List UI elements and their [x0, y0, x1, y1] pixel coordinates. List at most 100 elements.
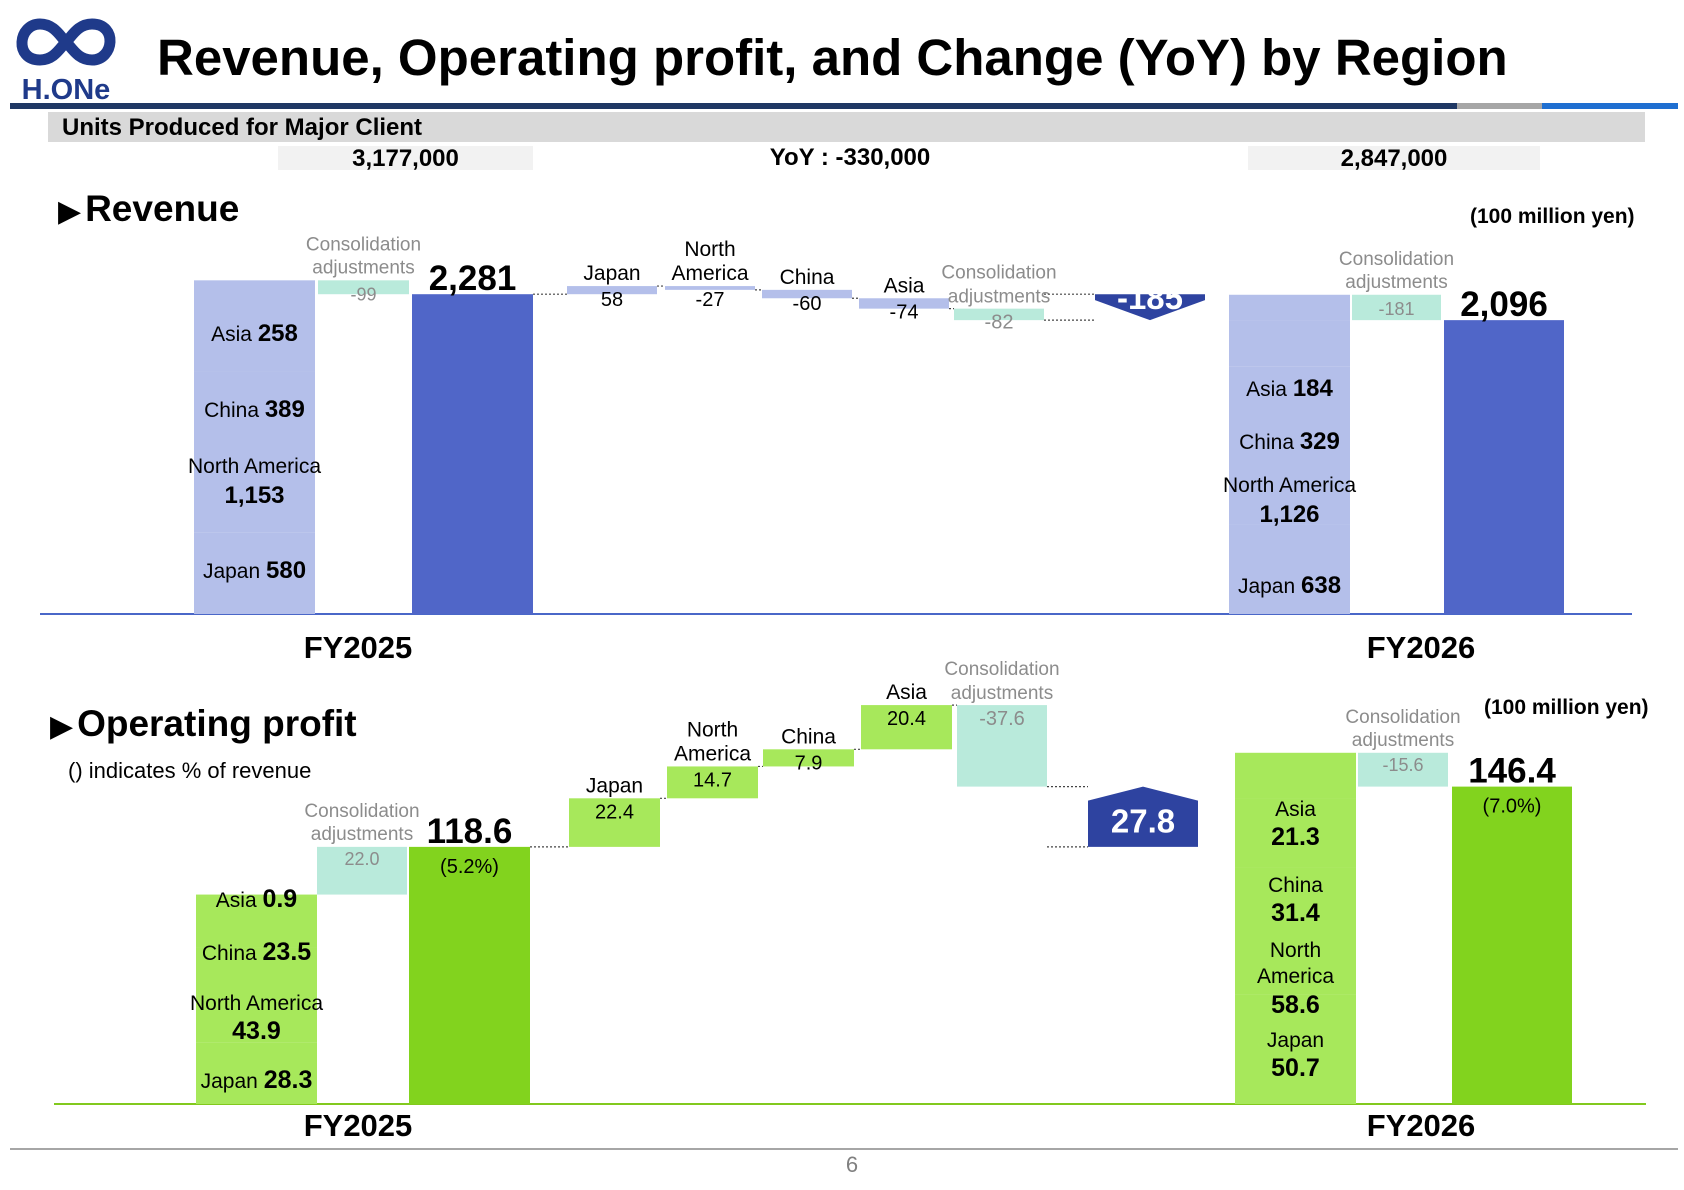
fy2025-segment-china [196, 896, 317, 948]
fy2025-segment-label: Asia 258 [211, 320, 298, 347]
profit-fy2025-label: FY2025 [303, 1108, 413, 1143]
fy2026-segment-label: Asia 184 [1246, 375, 1333, 402]
change-value-japan: 58 [601, 289, 623, 311]
fy2026-segment-label: Japan 638 [1238, 572, 1341, 599]
fy2026-margin-label: (7.0%) [1483, 796, 1542, 818]
change-bar-north-america [667, 766, 758, 799]
page-number: 6 [845, 1152, 859, 1177]
fy2026-segment-value: 184 [1293, 375, 1334, 402]
profit-fy2026-label: FY2026 [1366, 1108, 1476, 1143]
fy2026-segment-name: Japan [1267, 1029, 1324, 1052]
change-value-asia: -74 [890, 301, 919, 323]
units-fy2025: 3,177,000 [278, 146, 533, 171]
fy2026-segment-name: Japan [1238, 575, 1301, 598]
fy2025-segment-name: China [204, 399, 265, 422]
fy2026-segment-asia [1235, 752, 1356, 799]
fy2026-total-label: 2,096 [1460, 285, 1548, 324]
profit-note: () indicates % of revenue [68, 758, 312, 783]
fy2025-segment-value: 28.3 [264, 1066, 313, 1094]
fy2025-total-label: 2,281 [429, 259, 517, 298]
profit-unit: (100 million yen) [1484, 696, 1649, 719]
fy2026-segment-japan [1235, 994, 1356, 1104]
fy2026-total-label: 146.4 [1468, 752, 1556, 791]
fy2025-segment-value: 580 [266, 557, 306, 584]
fy2026-segment-north-america [1229, 366, 1350, 525]
change-name-china: China [780, 266, 835, 289]
fy2025-adjustment-name: Consolidation [304, 801, 419, 822]
change-name-consolidation-adjustments: adjustments [951, 683, 1053, 704]
change-value-japan: 22.4 [595, 801, 634, 823]
fy2026-adjustment-name: adjustments [1352, 730, 1454, 751]
change-bar-asia [861, 705, 952, 750]
fy2025-segment-label: Japan 580 [203, 557, 306, 584]
company-logo: H.ONe [10, 14, 122, 106]
change-name-china: China [781, 725, 836, 748]
units-produced-bar: Units Produced for Major Client [48, 112, 1645, 142]
fy2025-adjustment-name: adjustments [312, 257, 414, 278]
change-name-asia: Asia [884, 274, 925, 297]
fy2026-segment-north-america [1235, 867, 1356, 995]
fy2025-adjustment-value: -99 [350, 284, 376, 304]
fy2025-segment-value: 43.9 [232, 1017, 281, 1045]
fy2026-segment-name: China [1239, 431, 1300, 454]
fy2026-total-bar [1452, 786, 1572, 1104]
change-bar-china [762, 289, 852, 299]
fy2025-segment-value: 1,153 [224, 482, 284, 509]
fy2025-segment-north-america [196, 947, 317, 1043]
fy2026-adjustment-value: -181 [1378, 299, 1414, 319]
triangle-right-icon: ▶ [50, 710, 74, 743]
fy2026-segment-china [1235, 798, 1356, 868]
revenue-waterfall-chart: Japan 580 North America 1,153 China 389 Asia… [40, 234, 1632, 615]
change-value-north-america: -27 [696, 289, 725, 311]
total-change-label: -185 [1117, 279, 1183, 316]
fy2026-adjustment-bar [1352, 294, 1441, 321]
fy2026-segment-name: North [1270, 939, 1321, 962]
fy2026-segment-value: 58.6 [1271, 991, 1320, 1019]
fy2026-segment-china [1229, 320, 1350, 367]
revenue-title: Revenue [85, 188, 240, 229]
fy2025-adjustment-bar [317, 846, 407, 895]
change-bar-consolidation-adjustments [957, 705, 1047, 787]
fy2026-adjustment-name: adjustments [1345, 272, 1447, 293]
total-change-label: 27.8 [1111, 803, 1175, 840]
fy2026-segment-name: Asia [1246, 378, 1293, 401]
profit-title: Operating profit [77, 703, 357, 744]
fy2025-segment-name: Japan [201, 1070, 264, 1093]
fy2026-segment-value: 329 [1300, 428, 1340, 455]
triangle-right-icon: ▶ [58, 195, 82, 228]
fy2026-segment-value: 31.4 [1271, 899, 1320, 927]
fy2025-segment-label: China 23.5 [202, 938, 311, 966]
fy2025-segment-label: Japan 28.3 [201, 1066, 313, 1094]
change-name-japan: Japan [586, 774, 643, 797]
change-name-north-america: North [687, 718, 738, 741]
fy2026-segment-value: 50.7 [1271, 1054, 1320, 1082]
fy2026-total-bar [1444, 320, 1564, 614]
fy2025-total-bar [409, 846, 530, 1104]
fy2025-adjustment-value: 22.0 [344, 849, 379, 869]
fy2026-segment-value: 21.3 [1271, 823, 1320, 851]
fy2025-total-bar [412, 294, 533, 614]
change-value-china: 7.9 [795, 752, 823, 774]
revenue-fy2026-label: FY2026 [1366, 630, 1476, 665]
fy2025-segment-japan [194, 532, 315, 614]
fy2026-segment-name: North America [1223, 474, 1356, 497]
fy2026-segment-value: 638 [1301, 572, 1341, 599]
change-bar-north-america [665, 286, 755, 290]
fy2025-segment-label: Asia 0.9 [216, 885, 297, 913]
change-bar-china [763, 749, 854, 767]
change-value-consolidation-adjustments: -37.6 [979, 708, 1025, 730]
fy2025-segment-name: North America [188, 455, 321, 478]
change-bar-consolidation-adjustments [954, 308, 1044, 321]
fy2026-segment-name: Asia [1275, 798, 1316, 821]
fy2025-segment-japan [196, 1042, 317, 1104]
fy2025-segment-value: 0.9 [262, 885, 297, 913]
fy2026-segment-label: China 329 [1239, 428, 1340, 455]
units-produced-label: Units Produced for Major Client [62, 114, 423, 141]
change-bar-japan [567, 286, 657, 295]
change-bar-japan [569, 798, 660, 847]
fy2026-segment-name: China [1268, 874, 1323, 897]
header-divider [10, 103, 1678, 109]
fy2025-segment-asia [196, 894, 317, 897]
fy2026-adjustment-bar [1358, 752, 1448, 787]
